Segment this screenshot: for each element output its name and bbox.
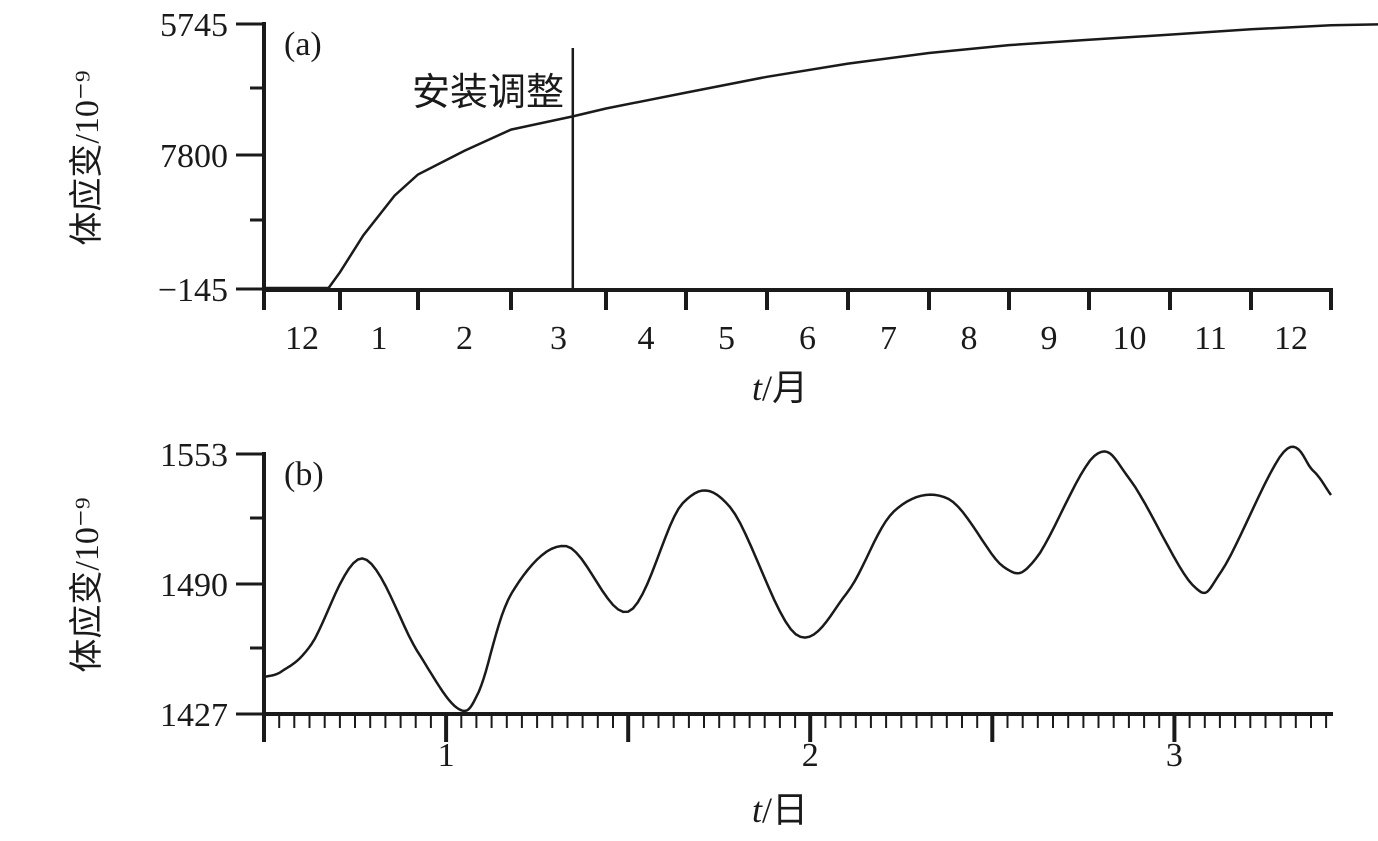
panel-a-x-tick-label-10: 10 [1113, 320, 1147, 357]
panel-a-x-tick-label-8: 8 [961, 320, 978, 357]
panel-a-x-tick-label-7: 7 [880, 320, 897, 357]
panel-b-x-tick-label-2: 3 [1166, 737, 1183, 774]
panel-b-ylabel: 体应变/10⁻⁹ [68, 497, 106, 672]
panel-a-x-tick-labels: 12 1 2 3 4 5 6 7 8 9 10 11 12 [285, 320, 1308, 357]
panel-a-series-line [264, 23, 1378, 290]
panel-a-x-tick-label-11: 11 [1194, 320, 1227, 357]
panel-b-xlabel-unit: /日 [762, 790, 808, 830]
panel-a-ytick-label-bottom: −145 [158, 272, 228, 309]
panel-a-label: (a) [284, 26, 322, 63]
panel-b-xlabel-var: t [752, 790, 763, 830]
panel-a-x-tick-label-5: 5 [718, 320, 735, 357]
panel-b-ytick-label-bottom: 1427 [160, 697, 228, 734]
panel-a-xlabel: t/月 [752, 368, 808, 408]
panel-a-x-tick-label-4: 4 [638, 320, 655, 357]
panel-a-x-tick-label-9: 9 [1041, 320, 1058, 357]
panel-b-ytick-label-mid: 1490 [160, 567, 228, 604]
panel-a-ytick-label-top: 5745 [160, 7, 228, 44]
panel-b-x-tick-label-0: 1 [438, 737, 455, 774]
panel-a-x-tick-label-12: 12 [1274, 320, 1308, 357]
panel-a: 12 1 2 3 4 5 6 7 8 9 10 11 12 5745 7800 −145 (a) 安装调… [68, 7, 1378, 408]
panel-a-x-tick-label-6: 6 [799, 320, 816, 357]
panel-a-ylabel: 体应变/10⁻⁹ [68, 70, 106, 245]
panel-a-x-tick-label-0: 12 [285, 320, 319, 357]
panel-a-x-tick-label-2: 2 [456, 320, 473, 357]
panel-a-x-tick-marks [262, 290, 1333, 310]
panel-a-x-tick-label-1: 1 [371, 320, 388, 357]
panel-b-xlabel: t/日 [752, 790, 808, 830]
panel-b-x-tick-label-1: 2 [802, 737, 819, 774]
panel-a-minor-ticks [250, 86, 264, 222]
panel-b-ytick-label-top: 1553 [160, 437, 228, 474]
panel-a-ytick-label-mid: 7800 [160, 138, 228, 175]
panel-a-x-tick-label-3: 3 [550, 320, 567, 357]
panel-b-x-tick-labels: 1 2 3 [438, 737, 1183, 774]
panel-b-label: (b) [284, 456, 324, 493]
panel-a-xlabel-unit: /月 [762, 368, 808, 408]
panel-b-series-line [263, 445, 1333, 713]
installation-adjust-annotation: 安装调整 [412, 72, 564, 114]
panel-b: 1553 1490 1427 (b) 1 2 3 体应变/10⁻⁹ t/日 [68, 437, 1333, 830]
panel-a-xlabel-var: t [752, 368, 763, 408]
